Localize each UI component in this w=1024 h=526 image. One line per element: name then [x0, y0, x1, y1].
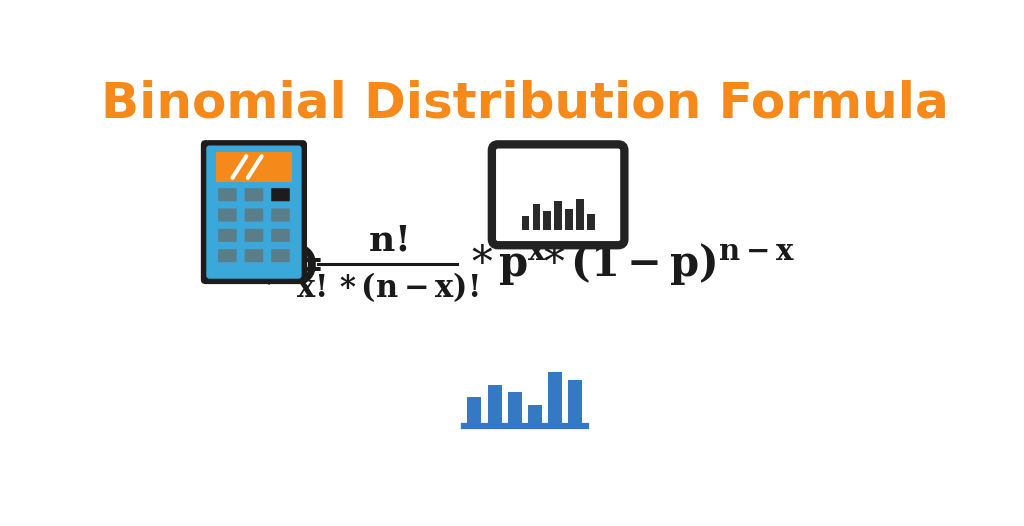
Bar — [487, 385, 502, 425]
FancyBboxPatch shape — [271, 188, 290, 201]
FancyBboxPatch shape — [245, 229, 263, 242]
FancyBboxPatch shape — [245, 249, 263, 262]
Bar — [508, 392, 521, 425]
Text: $\mathbf{n!}$: $\mathbf{n!}$ — [368, 224, 408, 258]
Text: $=$: $=$ — [278, 241, 323, 287]
FancyBboxPatch shape — [218, 188, 237, 201]
Bar — [548, 372, 562, 425]
Text: Binomial Distribution Formula: Binomial Distribution Formula — [101, 79, 948, 127]
FancyBboxPatch shape — [245, 208, 263, 221]
Bar — [587, 214, 595, 230]
FancyBboxPatch shape — [245, 188, 263, 201]
Bar — [575, 199, 584, 230]
FancyBboxPatch shape — [271, 249, 290, 262]
Text: $\mathbf{P(x)}$: $\mathbf{P(x)}$ — [217, 241, 317, 287]
Bar — [554, 201, 562, 230]
Text: $\mathbf{x! * (n - x)!}$: $\mathbf{x! * (n - x)!}$ — [296, 270, 479, 304]
FancyBboxPatch shape — [271, 229, 290, 242]
Bar — [532, 204, 541, 230]
Bar — [544, 211, 551, 230]
Bar — [467, 397, 481, 425]
Bar — [565, 209, 572, 230]
FancyBboxPatch shape — [218, 249, 237, 262]
Bar — [521, 216, 529, 230]
Bar — [528, 404, 542, 425]
FancyBboxPatch shape — [218, 229, 237, 242]
FancyBboxPatch shape — [218, 208, 237, 221]
Text: $* \, \mathbf{p}^{\mathbf{x}}$: $* \, \mathbf{p}^{\mathbf{x}}$ — [471, 241, 547, 287]
FancyBboxPatch shape — [492, 144, 625, 245]
FancyBboxPatch shape — [206, 146, 302, 279]
Text: $* \, \mathbf{(1 - p)}^{\mathbf{n - x}}$: $* \, \mathbf{(1 - p)}^{\mathbf{n - x}}$ — [543, 241, 795, 287]
Bar — [216, 153, 292, 181]
FancyBboxPatch shape — [271, 208, 290, 221]
FancyBboxPatch shape — [201, 140, 307, 284]
Bar — [568, 380, 583, 425]
